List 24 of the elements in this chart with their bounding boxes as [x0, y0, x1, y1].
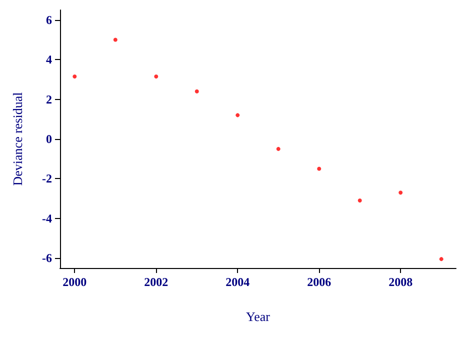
x-tick-label: 2006 [307, 275, 332, 289]
x-tick-label: 2004 [226, 275, 250, 289]
point [439, 257, 444, 262]
y-tick-label: 4 [46, 52, 52, 67]
y-tick-label: -6 [42, 251, 52, 266]
x-axis-title: Year [246, 309, 271, 324]
point [113, 38, 118, 42]
point [358, 198, 362, 203]
point [398, 190, 403, 195]
x-tick-label: 2002 [144, 275, 168, 289]
y-tick-label: 2 [46, 92, 52, 106]
x-tick-label: 2000 [62, 275, 87, 289]
point [194, 89, 199, 94]
y-axis-title: Deviance residual [10, 92, 25, 186]
point [317, 166, 322, 171]
x-tick-label: 2008 [388, 275, 413, 289]
y-tick-label: -4 [42, 211, 52, 226]
y-tick-label: -2 [42, 172, 52, 186]
point [276, 146, 280, 151]
y-tick-label: 6 [46, 12, 52, 27]
point [236, 113, 240, 118]
point [72, 74, 77, 78]
point [154, 74, 158, 78]
y-tick-label: 0 [46, 132, 52, 146]
